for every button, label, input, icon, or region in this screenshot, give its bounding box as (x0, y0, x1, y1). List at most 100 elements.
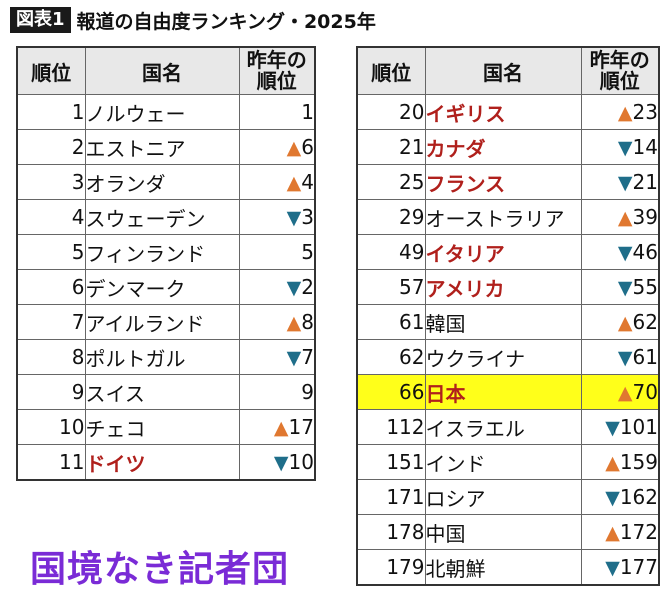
down-triangle-icon: ▼ (286, 207, 302, 229)
country-cell: フィンランド (84, 234, 240, 270)
prev-rank-cell: ▲23 (580, 94, 660, 130)
prev-rank-value: 3 (301, 205, 314, 229)
ranking-table-left-body: 1 ノルウェー 1 2 エストニア ▲6 3 オランダ ▲4 4 スウェーデン ▼3 5 フィンランド 5 6… (16, 94, 316, 481)
table-header-row: 順位 国名 昨年の 順位 (16, 46, 316, 95)
up-triangle-icon: ▲ (617, 102, 633, 124)
rank-cell: 179 (356, 549, 426, 586)
up-triangle-icon: ▲ (617, 207, 633, 229)
prev-rank-value: 2 (301, 275, 314, 299)
up-triangle-icon: ▲ (273, 417, 289, 439)
down-triangle-icon: ▼ (617, 172, 633, 194)
country-cell: ドイツ (84, 444, 240, 481)
prev-rank-value: 177 (619, 555, 658, 579)
prev-rank-cell: ▼14 (580, 129, 660, 165)
prev-rank-cell: ▼21 (580, 164, 660, 200)
rank-cell: 8 (16, 339, 86, 375)
table-row: 3 オランダ ▲4 (16, 164, 316, 200)
prev-rank-value: 5 (301, 240, 314, 264)
table-row: 49 イタリア ▼46 (356, 234, 660, 270)
country-cell: アメリカ (424, 269, 582, 305)
prev-rank-cell: ▲17 (238, 409, 316, 445)
down-triangle-icon: ▼ (605, 417, 620, 439)
down-triangle-icon: ▼ (273, 452, 289, 474)
down-triangle-icon: ▼ (617, 277, 633, 299)
country-cell: デンマーク (84, 269, 240, 305)
up-triangle-icon: ▲ (605, 522, 620, 544)
rank-cell: 49 (356, 234, 426, 270)
rank-cell: 29 (356, 199, 426, 235)
table-row: 66 日本 ▲70 (356, 374, 660, 410)
prev-rank-value: 70 (632, 380, 658, 404)
source-credit: 国境なき記者団 (30, 548, 290, 590)
table-row: 7 アイルランド ▲8 (16, 304, 316, 340)
prev-rank-cell: ▼162 (580, 479, 660, 515)
prev-rank-cell: ▼177 (580, 549, 660, 586)
rank-cell: 4 (16, 199, 86, 235)
down-triangle-icon: ▼ (286, 347, 302, 369)
down-triangle-icon: ▼ (617, 347, 633, 369)
title-row: 図表1 報道の自由度ランキング・2025年 (10, 6, 376, 34)
figure-title: 報道の自由度ランキング・2025年 (76, 10, 376, 33)
rank-cell: 6 (16, 269, 86, 305)
rank-cell: 11 (16, 444, 86, 481)
country-cell: チェコ (84, 409, 240, 445)
ranking-table-left: 順位 国名 昨年の 順位 1 ノルウェー 1 2 エストニア ▲6 3 オランダ ▲4 4 スウェーデ… (16, 46, 316, 481)
table-row: 10 チェコ ▲17 (16, 409, 316, 445)
prev-rank-cell: ▼55 (580, 269, 660, 305)
down-triangle-icon: ▼ (617, 137, 633, 159)
figure-badge: 図表1 (10, 7, 71, 33)
rank-cell: 9 (16, 374, 86, 410)
up-triangle-icon: ▲ (286, 312, 302, 334)
rank-cell: 57 (356, 269, 426, 305)
rank-cell: 20 (356, 94, 426, 130)
table-row: 9 スイス 9 (16, 374, 316, 410)
prev-rank-cell: ▼61 (580, 339, 660, 375)
prev-rank-cell: ▼2 (238, 269, 316, 305)
rank-cell: 66 (356, 374, 426, 410)
country-cell: イギリス (424, 94, 582, 130)
prev-header-line1: 昨年の (246, 48, 307, 72)
up-triangle-icon: ▲ (286, 137, 302, 159)
rank-cell: 3 (16, 164, 86, 200)
ranking-table-right: 順位 国名 昨年の 順位 20 イギリス ▲23 21 カナダ ▼14 25 フランス ▼21 29… (356, 46, 660, 586)
table-row: 57 アメリカ ▼55 (356, 269, 660, 305)
prev-header-line2: 順位 (256, 69, 297, 93)
prev-rank-value: 10 (288, 450, 314, 474)
prev-rank-cell: 1 (238, 94, 316, 130)
country-cell: ノルウェー (84, 94, 240, 130)
prev-rank-column-header: 昨年の 順位 (580, 46, 660, 95)
table-row: 5 フィンランド 5 (16, 234, 316, 270)
country-cell: アイルランド (84, 304, 240, 340)
prev-rank-value: 14 (632, 135, 658, 159)
prev-rank-cell: ▼10 (238, 444, 316, 481)
country-cell: イスラエル (424, 409, 582, 445)
prev-rank-value: 62 (632, 310, 658, 334)
prev-rank-cell: ▲62 (580, 304, 660, 340)
country-cell: ウクライナ (424, 339, 582, 375)
prev-rank-value: 159 (619, 450, 658, 474)
table-row: 62 ウクライナ ▼61 (356, 339, 660, 375)
country-cell: スウェーデン (84, 199, 240, 235)
prev-rank-value: 101 (619, 415, 658, 439)
country-cell: オランダ (84, 164, 240, 200)
prev-rank-cell: 5 (238, 234, 316, 270)
table-row: 178 中国 ▲172 (356, 514, 660, 550)
rank-column-header: 順位 (16, 46, 86, 95)
table-row: 61 韓国 ▲62 (356, 304, 660, 340)
country-cell: 韓国 (424, 304, 582, 340)
prev-header-line1: 昨年の (589, 48, 650, 72)
prev-rank-value: 23 (632, 100, 658, 124)
country-cell: エストニア (84, 129, 240, 165)
prev-rank-value: 17 (288, 415, 314, 439)
country-cell: スイス (84, 374, 240, 410)
table-row: 4 スウェーデン ▼3 (16, 199, 316, 235)
up-triangle-icon: ▲ (286, 172, 302, 194)
prev-header-line2: 順位 (599, 69, 640, 93)
table-row: 2 エストニア ▲6 (16, 129, 316, 165)
prev-rank-cell: ▼3 (238, 199, 316, 235)
country-cell: イタリア (424, 234, 582, 270)
rank-column-header: 順位 (356, 46, 426, 95)
country-cell: ポルトガル (84, 339, 240, 375)
country-cell: カナダ (424, 129, 582, 165)
down-triangle-icon: ▼ (617, 242, 633, 264)
